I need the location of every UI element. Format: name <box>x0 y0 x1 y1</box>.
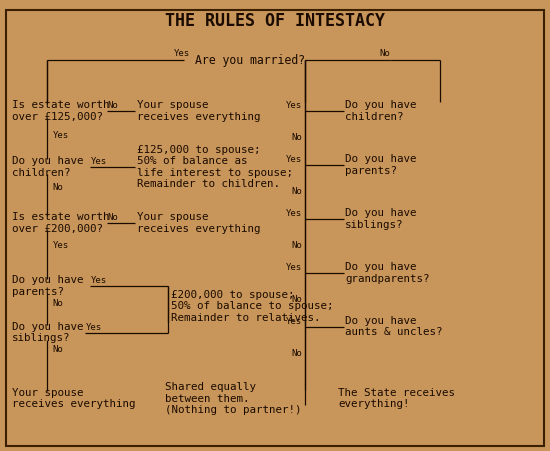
Text: Yes: Yes <box>53 241 69 250</box>
Text: Do you have
siblings?: Do you have siblings? <box>345 208 417 230</box>
Text: Your spouse
receives everything: Your spouse receives everything <box>12 388 135 410</box>
Text: Yes: Yes <box>91 157 107 166</box>
Text: Shared equally
between them.
(Nothing to partner!): Shared equally between them. (Nothing to… <box>166 382 302 415</box>
Text: No: No <box>108 101 118 110</box>
Text: Yes: Yes <box>287 317 302 326</box>
Text: Yes: Yes <box>86 322 102 331</box>
Text: Is estate worth
over £125,000?: Is estate worth over £125,000? <box>12 100 109 122</box>
Text: Do you have
children?: Do you have children? <box>345 100 417 122</box>
Text: Yes: Yes <box>287 209 302 218</box>
Text: Yes: Yes <box>287 101 302 110</box>
Text: Yes: Yes <box>287 263 302 272</box>
Text: No: No <box>108 213 118 222</box>
Text: No: No <box>292 295 302 304</box>
Text: No: No <box>292 349 302 358</box>
Text: Do you have
parents?: Do you have parents? <box>12 276 83 297</box>
Text: Your spouse
receives everything: Your spouse receives everything <box>137 100 260 122</box>
Text: No: No <box>379 49 390 58</box>
Text: Is estate worth
over £200,000?: Is estate worth over £200,000? <box>12 212 109 234</box>
Text: The State receives
everything!: The State receives everything! <box>338 388 455 410</box>
Text: No: No <box>53 299 64 308</box>
Text: No: No <box>53 345 64 354</box>
Text: £200,000 to spouse;
50% of balance to spouse;
Remainder to relatives.: £200,000 to spouse; 50% of balance to sp… <box>170 290 333 323</box>
Text: No: No <box>292 241 302 250</box>
Text: Yes: Yes <box>53 131 69 140</box>
Text: THE RULES OF INTESTACY: THE RULES OF INTESTACY <box>165 12 385 30</box>
Text: Yes: Yes <box>287 155 302 164</box>
Text: Do you have
grandparents?: Do you have grandparents? <box>345 262 430 284</box>
Text: Do you have
children?: Do you have children? <box>12 156 83 178</box>
Text: No: No <box>292 187 302 196</box>
Text: No: No <box>292 133 302 143</box>
Text: Do you have
parents?: Do you have parents? <box>345 154 417 175</box>
Text: £125,000 to spouse;
50% of balance as
life interest to spouse;
Remainder to chil: £125,000 to spouse; 50% of balance as li… <box>137 145 293 189</box>
Text: Do you have
siblings?: Do you have siblings? <box>12 322 83 343</box>
Text: Do you have
aunts & uncles?: Do you have aunts & uncles? <box>345 316 443 337</box>
Text: Are you married?: Are you married? <box>195 54 305 67</box>
Text: Yes: Yes <box>174 49 190 58</box>
Text: Your spouse
receives everything: Your spouse receives everything <box>137 212 260 234</box>
Text: No: No <box>53 183 64 192</box>
Text: Yes: Yes <box>91 276 107 285</box>
